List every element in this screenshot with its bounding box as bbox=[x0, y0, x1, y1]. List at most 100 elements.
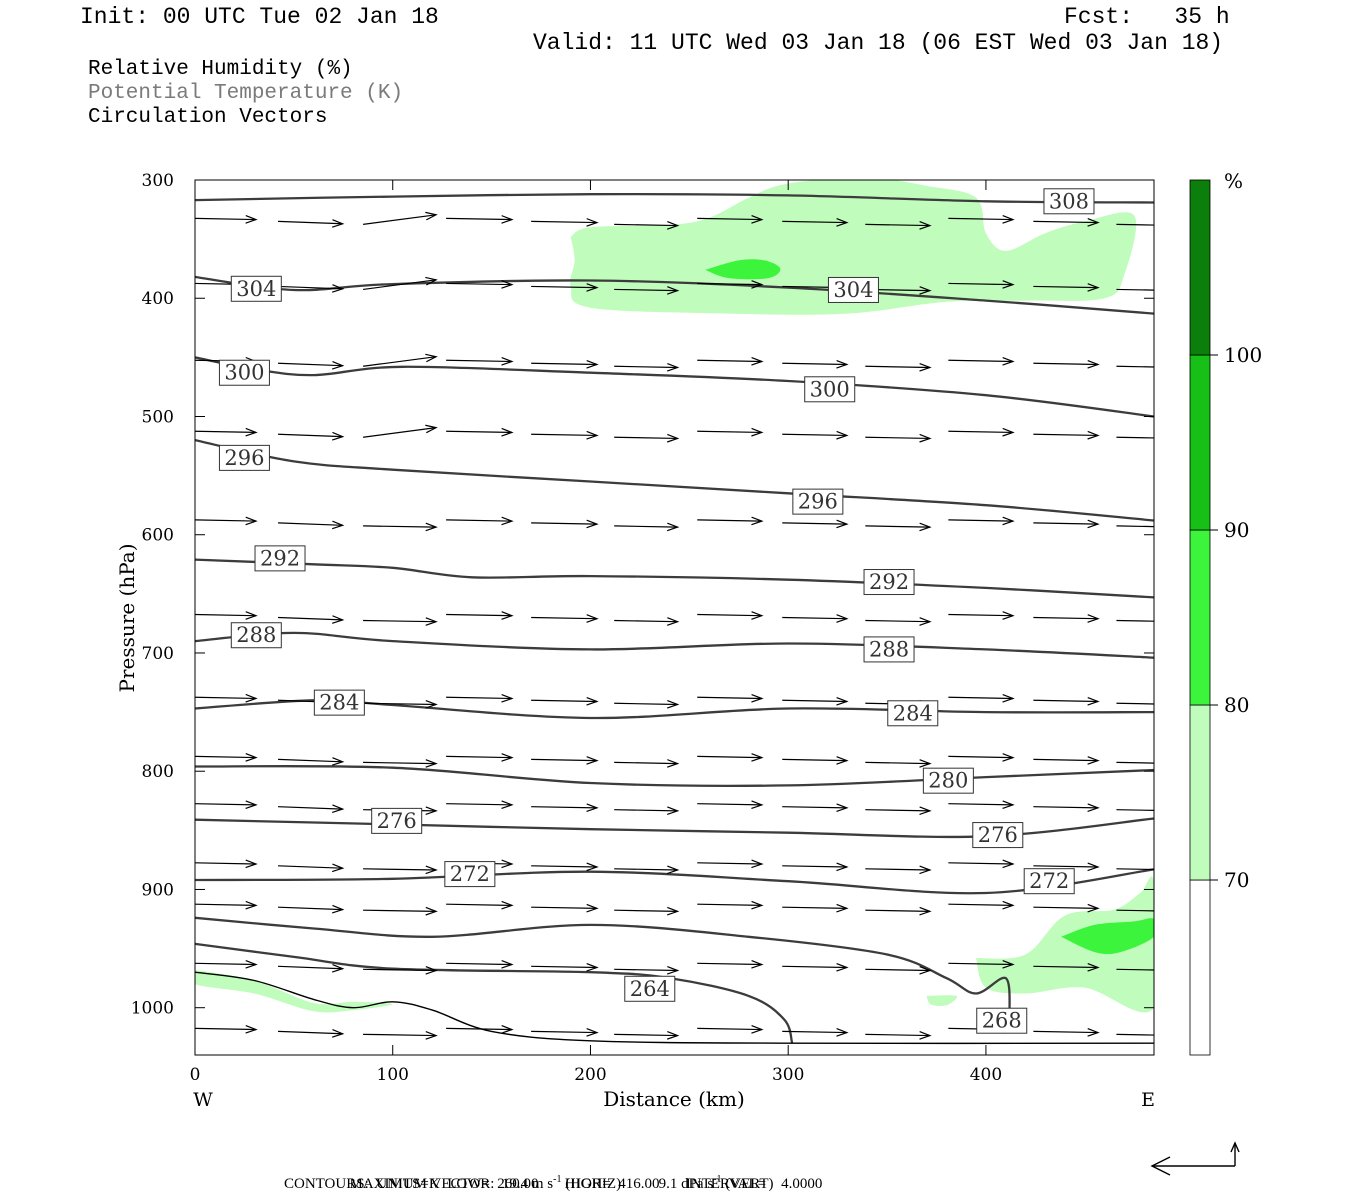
vector-2-8 bbox=[865, 362, 932, 372]
max-vector-label: MAXIMUM VECTOR: bbox=[349, 1176, 495, 1192]
vector-9-8 bbox=[865, 865, 932, 875]
vector-11-11 bbox=[1116, 968, 1154, 971]
vector-9-7 bbox=[782, 862, 849, 872]
svg-text:276: 276 bbox=[377, 809, 417, 833]
x-tick-label-2: 200 bbox=[574, 1065, 606, 1085]
isentrope-label-8a: 276 bbox=[371, 807, 423, 834]
vector-4-1 bbox=[278, 520, 345, 530]
vector-2-11 bbox=[1116, 365, 1154, 368]
vector-6-4 bbox=[531, 696, 599, 706]
y-tick-label-3: 600 bbox=[142, 526, 174, 546]
vector-7-0 bbox=[195, 753, 258, 762]
vector-3-11 bbox=[1116, 436, 1154, 439]
vector-5-4 bbox=[531, 614, 599, 623]
y-tick-label-5: 800 bbox=[142, 762, 174, 782]
vector-5-10 bbox=[1033, 614, 1100, 623]
horiz-exponent: -1 bbox=[553, 1174, 562, 1185]
vector-1-10 bbox=[1033, 283, 1100, 292]
svg-text:300: 300 bbox=[810, 377, 850, 401]
rh-shading bbox=[195, 180, 1154, 1013]
vector-10-4 bbox=[531, 903, 599, 913]
circulation-vectors bbox=[195, 211, 1154, 1040]
vector-12-10 bbox=[1033, 1028, 1100, 1037]
isentrope-292 bbox=[195, 558, 1154, 599]
vector-10-11 bbox=[1116, 909, 1154, 912]
isentrope-label-5a: 288 bbox=[230, 622, 282, 649]
svg-text:280: 280 bbox=[928, 769, 968, 793]
vector-10-5 bbox=[614, 906, 680, 916]
vector-9-9 bbox=[948, 859, 1015, 869]
vector-4-11 bbox=[1116, 525, 1154, 528]
vector-6-5 bbox=[614, 699, 680, 709]
horiz-max: 19.4 m s bbox=[501, 1176, 554, 1192]
vector-7-7 bbox=[782, 756, 849, 765]
vector-4-5 bbox=[614, 522, 680, 532]
vector-0-11 bbox=[1116, 223, 1154, 226]
isentrope-label-3b: 296 bbox=[792, 488, 844, 515]
vector-9-0 bbox=[195, 859, 258, 869]
svg-text:304: 304 bbox=[236, 277, 276, 301]
vector-3-9 bbox=[948, 427, 1015, 437]
rh-region-0 bbox=[570, 180, 1137, 315]
vector-7-4 bbox=[531, 756, 599, 765]
svg-text:292: 292 bbox=[260, 546, 300, 570]
vector-6-0 bbox=[195, 693, 258, 703]
y-tick-label-7: 1000 bbox=[131, 999, 174, 1019]
vector-5-3 bbox=[446, 611, 514, 620]
horiz-tag: (HORIZ) bbox=[565, 1176, 622, 1192]
isentrope-label-1a: 304 bbox=[230, 275, 282, 302]
x-axis-label: Distance (km) bbox=[603, 1087, 745, 1111]
vector-3-8 bbox=[865, 433, 932, 443]
isentrope-label-3a: 296 bbox=[218, 444, 270, 471]
vector-7-2 bbox=[363, 759, 438, 768]
vector-5-8 bbox=[865, 617, 932, 626]
legend-theta: Potential Temperature (K) bbox=[88, 82, 404, 105]
vector-5-9 bbox=[948, 611, 1015, 620]
y-axis-label: Pressure (hPa) bbox=[115, 544, 139, 693]
y-tick-label-0: 300 bbox=[142, 171, 174, 191]
vector-7-10 bbox=[1033, 756, 1100, 765]
vector-10-7 bbox=[782, 903, 849, 913]
y-tick-label-6: 900 bbox=[142, 880, 174, 900]
vector-12-1 bbox=[278, 1029, 345, 1038]
rh-region-1 bbox=[705, 259, 781, 280]
vector-10-10 bbox=[1033, 903, 1100, 913]
reference-vector-arrow bbox=[1150, 1141, 1240, 1176]
valid-time: Valid: 11 UTC Wed 03 Jan 18 (06 EST Wed … bbox=[533, 30, 1224, 56]
vector-11-2 bbox=[363, 966, 438, 975]
colorbar-segment-2 bbox=[1189, 529, 1211, 706]
vector-8-6 bbox=[697, 800, 764, 810]
svg-text:264: 264 bbox=[630, 977, 670, 1001]
vector-8-4 bbox=[531, 803, 599, 813]
isentrope-label-1b: 304 bbox=[827, 276, 879, 303]
vector-0-8 bbox=[865, 221, 932, 230]
vector-8-7 bbox=[782, 803, 849, 813]
vert-tag: (VERT) bbox=[725, 1176, 774, 1192]
colorbar-segment-4 bbox=[1189, 179, 1211, 356]
vector-2-4 bbox=[531, 359, 599, 369]
vector-9-5 bbox=[614, 865, 680, 875]
vector-10-1 bbox=[278, 904, 345, 914]
east-label: E bbox=[1141, 1089, 1155, 1111]
vector-7-6 bbox=[697, 753, 764, 762]
vector-4-8 bbox=[865, 522, 932, 532]
isentrope-label-6a: 284 bbox=[313, 689, 365, 716]
vector-4-9 bbox=[948, 516, 1015, 526]
vector-7-5 bbox=[614, 759, 680, 768]
vector-0-10 bbox=[1033, 218, 1100, 227]
vector-1-1 bbox=[278, 284, 345, 293]
vector-1-11 bbox=[1116, 288, 1154, 291]
vector-1-4 bbox=[531, 283, 599, 292]
vector-8-9 bbox=[948, 800, 1015, 810]
vector-2-6 bbox=[697, 356, 764, 366]
colorbar-segment-0 bbox=[1189, 879, 1211, 1056]
west-label: W bbox=[193, 1089, 213, 1111]
isentrope-label-4a: 292 bbox=[254, 545, 306, 572]
vector-3-5 bbox=[614, 433, 680, 443]
colorbar-level-80: 80 bbox=[1224, 693, 1249, 717]
vector-6-6 bbox=[697, 693, 764, 703]
isentrope-296 bbox=[195, 438, 1154, 522]
vector-11-3 bbox=[446, 959, 514, 969]
vector-0-3 bbox=[446, 215, 514, 224]
vector-3-10 bbox=[1033, 430, 1100, 440]
